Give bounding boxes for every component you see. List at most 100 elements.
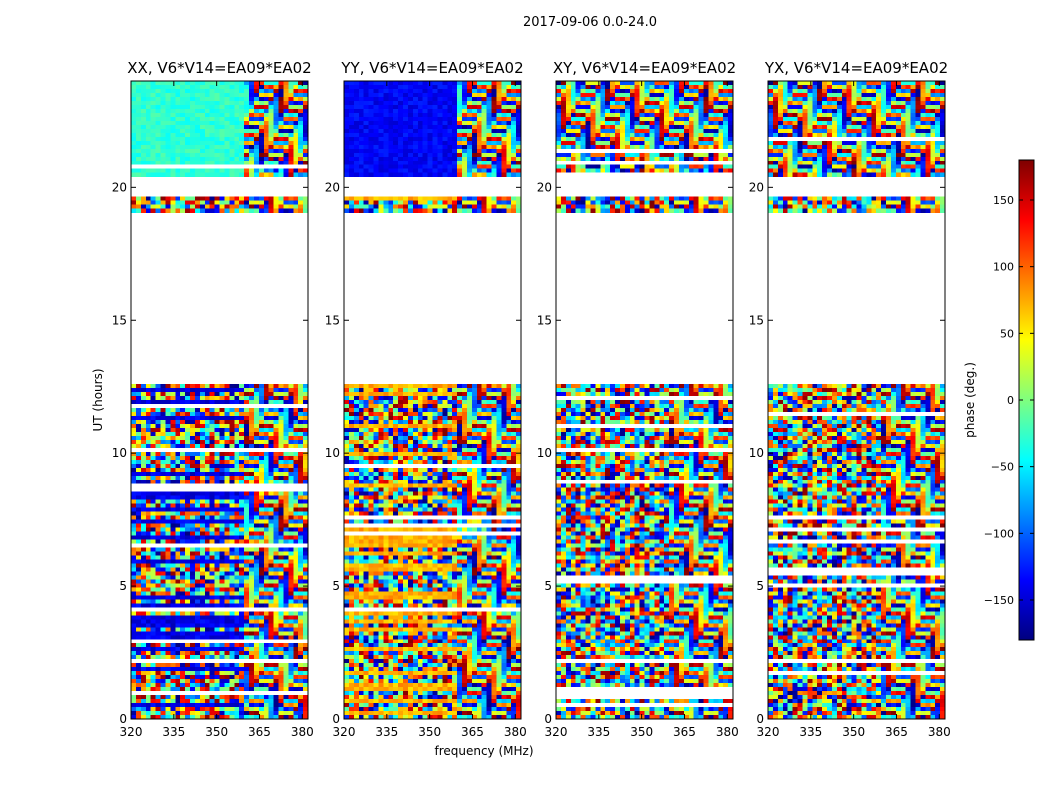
heatmap-cell: [249, 707, 255, 712]
heatmap-cell: [506, 116, 512, 122]
heatmap-cell: [283, 128, 289, 134]
heatmap-cell: [214, 104, 220, 110]
heatmap-cell: [258, 663, 265, 668]
heatmap-cell: [140, 152, 147, 158]
heatmap-cell: [403, 81, 409, 86]
heatmap-cell: [185, 527, 191, 532]
heatmap-cell: [511, 81, 517, 86]
heatmap-cell: [135, 659, 142, 664]
heatmap-cell: [214, 384, 220, 389]
heatmap-cell: [229, 679, 235, 684]
heatmap-cell: [229, 400, 235, 405]
heatmap-cell: [506, 128, 512, 134]
heatmap-cell: [209, 396, 215, 401]
heatmap-cell: [229, 140, 235, 146]
heatmap-cell: [457, 124, 463, 130]
heatmap-cell: [437, 148, 443, 154]
heatmap-cell: [407, 124, 414, 130]
heatmap-cell: [278, 120, 284, 126]
heatmap-cell: [160, 152, 166, 158]
heatmap-cell: [293, 495, 299, 500]
heatmap-cell: [378, 148, 384, 154]
heatmap-cell: [283, 392, 289, 397]
heatmap-cell: [180, 575, 186, 580]
heatmap-cell: [407, 84, 414, 90]
heatmap-cell: [442, 112, 448, 118]
heatmap-cell: [135, 451, 142, 457]
heatmap-cell: [249, 204, 255, 209]
heatmap-cell: [131, 511, 137, 516]
heatmap-cell: [170, 491, 176, 496]
heatmap-cell: [209, 611, 215, 616]
heatmap-cell: [209, 104, 215, 110]
heatmap-cell: [383, 160, 389, 166]
heatmap-cell: [214, 208, 220, 213]
heatmap-cell: [268, 487, 274, 493]
heatmap-cell: [353, 81, 360, 86]
heatmap-cell: [239, 523, 245, 528]
heatmap-cell: [209, 447, 215, 453]
heatmap-cell: [516, 172, 522, 177]
heatmap-cell: [209, 96, 215, 102]
heatmap-cell: [229, 451, 235, 457]
heatmap-cell: [234, 396, 240, 401]
heatmap-cell: [412, 92, 419, 98]
heatmap-cell: [298, 459, 304, 465]
heatmap-cell: [165, 459, 171, 465]
heatmap-cell: [140, 396, 147, 401]
heatmap-cell: [293, 439, 299, 445]
heatmap-cell: [190, 491, 196, 496]
heatmap-cell: [199, 619, 206, 624]
heatmap-cell: [239, 623, 245, 628]
heatmap-cell: [278, 392, 284, 397]
heatmap-cell: [273, 611, 279, 616]
heatmap-cell: [258, 423, 265, 429]
heatmap-cell: [288, 647, 294, 652]
heatmap-cell: [140, 475, 147, 481]
heatmap-cell: [258, 168, 265, 174]
heatmap-cell: [263, 523, 269, 528]
heatmap-cell: [204, 547, 210, 552]
heatmap-cell: [288, 419, 294, 425]
heatmap-cell: [224, 415, 230, 421]
heatmap-cell: [476, 100, 482, 106]
heatmap-cell: [155, 591, 161, 596]
heatmap-cell: [190, 108, 196, 114]
heatmap-cell: [437, 160, 443, 166]
heatmap-cell: [150, 435, 156, 441]
heatmap-cell: [253, 172, 260, 177]
heatmap-cell: [199, 491, 206, 496]
heatmap-cell: [383, 81, 389, 86]
heatmap-cell: [293, 639, 299, 644]
heatmap-cell: [145, 591, 151, 596]
heatmap-cell: [511, 168, 517, 174]
heatmap-cell: [253, 168, 260, 174]
heatmap-cell: [263, 691, 269, 696]
heatmap-cell: [145, 507, 151, 512]
heatmap-cell: [170, 527, 176, 532]
heatmap-cell: [214, 595, 220, 600]
heatmap-cell: [165, 587, 171, 592]
heatmap-cell: [278, 591, 284, 596]
heatmap-cell: [249, 691, 255, 696]
heatmap-cell: [140, 595, 147, 600]
heatmap-cell: [268, 643, 274, 648]
heatmap-cell: [516, 132, 522, 138]
heatmap-cell: [155, 419, 161, 425]
heatmap-cell: [180, 403, 186, 409]
heatmap-cell: [170, 571, 176, 576]
heatmap-cell: [398, 156, 404, 162]
heatmap-cell: [258, 100, 265, 106]
heatmap-cell: [175, 483, 181, 489]
heatmap-cell: [204, 407, 210, 413]
heatmap-cell: [244, 527, 250, 532]
heatmap-cell: [204, 611, 210, 616]
heatmap-cell: [506, 92, 512, 98]
heatmap-cell: [170, 104, 176, 110]
heatmap-cell: [253, 687, 260, 692]
heatmap-cell: [175, 499, 181, 504]
heatmap-cell: [204, 156, 210, 162]
heatmap-cell: [258, 703, 265, 708]
phase-heatmap: [344, 81, 522, 720]
heatmap-cell: [432, 136, 438, 142]
